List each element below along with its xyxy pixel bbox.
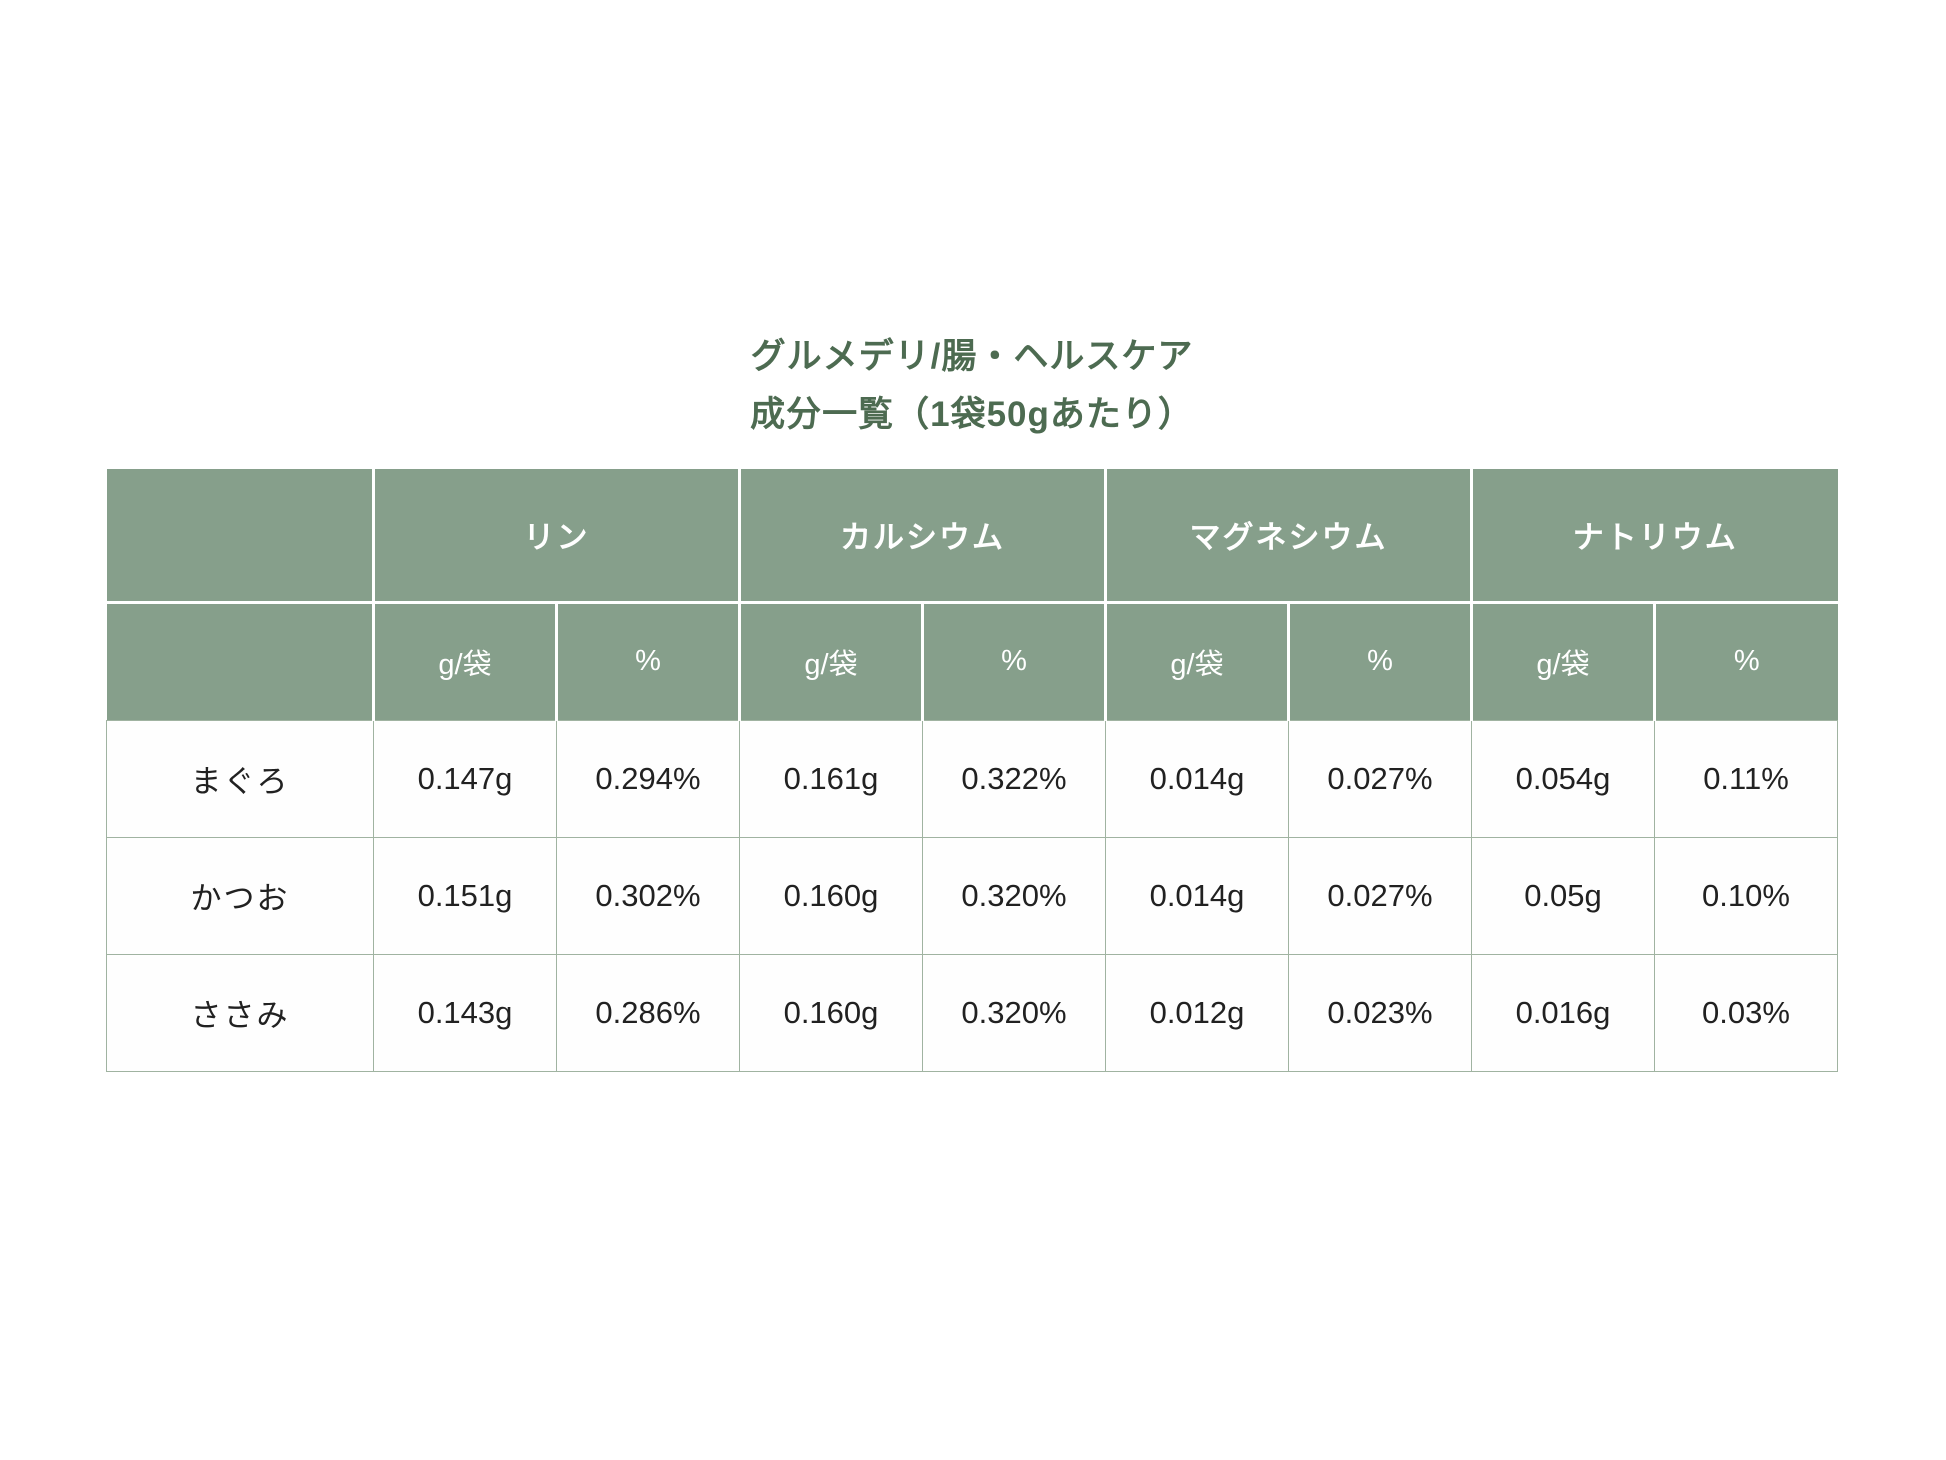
composition-table: リン カルシウム マグネシウム ナトリウム g/袋 % g/袋 % g/袋 % …	[106, 469, 1838, 1072]
table-row-katsuo: かつお 0.151g 0.302% 0.160g 0.320% 0.014g 0…	[106, 836, 1838, 955]
value-cell: 0.143g	[373, 953, 557, 1072]
page-title: グルメデリ/腸・ヘルスケア 成分一覧（1袋50gあたり）	[106, 328, 1838, 444]
group-header-magnesium: マグネシウム	[1105, 469, 1473, 604]
value-cell: 0.014g	[1105, 719, 1289, 838]
value-cell: 0.11%	[1654, 719, 1838, 838]
table-row-maguro: まぐろ 0.147g 0.294% 0.161g 0.322% 0.014g 0…	[106, 719, 1838, 838]
value-cell: 0.160g	[739, 836, 923, 955]
value-cell: 0.10%	[1654, 836, 1838, 955]
unit-header: g/袋	[1471, 602, 1656, 720]
unit-header-row: g/袋 % g/袋 % g/袋 % g/袋 %	[106, 602, 1838, 720]
value-cell: 0.147g	[373, 719, 557, 838]
value-cell: 0.03%	[1654, 953, 1838, 1072]
row-label: まぐろ	[106, 719, 374, 838]
unit-header: %	[1654, 602, 1838, 720]
page-title-line2: 成分一覧（1袋50gあたり）	[750, 395, 1194, 434]
value-cell: 0.027%	[1288, 836, 1472, 955]
value-cell: 0.160g	[739, 953, 923, 1072]
value-cell: 0.027%	[1288, 719, 1472, 838]
value-cell: 0.302%	[556, 836, 740, 955]
value-cell: 0.014g	[1105, 836, 1289, 955]
row-label: ささみ	[106, 953, 374, 1072]
group-header-sodium: ナトリウム	[1471, 469, 1838, 604]
group-header-calcium: カルシウム	[739, 469, 1107, 604]
corner-cell-top	[106, 469, 375, 604]
unit-header: %	[922, 602, 1107, 720]
value-cell: 0.161g	[739, 719, 923, 838]
corner-cell-bottom	[106, 602, 375, 720]
value-cell: 0.294%	[556, 719, 740, 838]
group-header-row: リン カルシウム マグネシウム ナトリウム	[106, 469, 1838, 604]
value-cell: 0.012g	[1105, 953, 1289, 1072]
value-cell: 0.023%	[1288, 953, 1472, 1072]
unit-header: %	[1288, 602, 1473, 720]
table-row-sasami: ささみ 0.143g 0.286% 0.160g 0.320% 0.012g 0…	[106, 953, 1838, 1072]
row-label: かつお	[106, 836, 374, 955]
value-cell: 0.054g	[1471, 719, 1655, 838]
unit-header: %	[556, 602, 741, 720]
value-cell: 0.151g	[373, 836, 557, 955]
value-cell: 0.322%	[922, 719, 1106, 838]
unit-header: g/袋	[373, 602, 558, 720]
value-cell: 0.320%	[922, 953, 1106, 1072]
value-cell: 0.016g	[1471, 953, 1655, 1072]
page-title-line1: グルメデリ/腸・ヘルスケア	[750, 337, 1194, 376]
group-header-phosphorus: リン	[373, 469, 741, 604]
unit-header: g/袋	[1105, 602, 1290, 720]
value-cell: 0.05g	[1471, 836, 1655, 955]
unit-header: g/袋	[739, 602, 924, 720]
value-cell: 0.320%	[922, 836, 1106, 955]
value-cell: 0.286%	[556, 953, 740, 1072]
